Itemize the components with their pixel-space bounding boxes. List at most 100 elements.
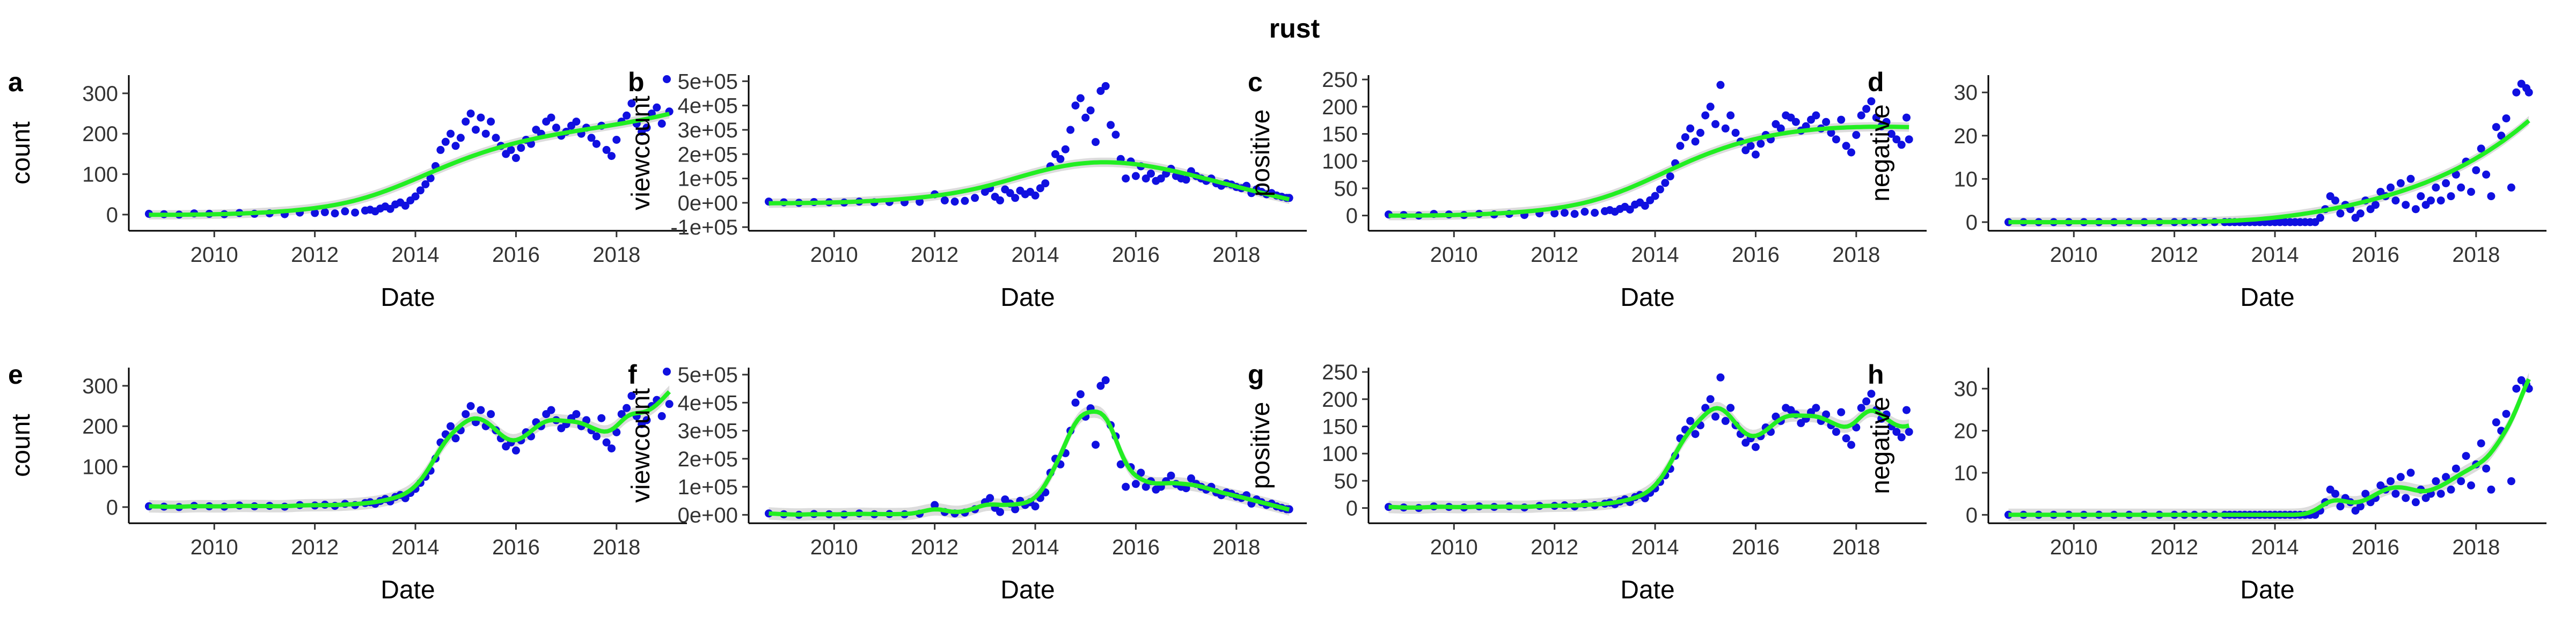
x-tick-label: 2016 xyxy=(1112,243,1160,267)
data-point xyxy=(401,201,409,210)
x-tick-label: 2014 xyxy=(1012,536,1059,559)
data-point xyxy=(2477,439,2485,448)
data-point xyxy=(1101,82,1110,90)
data-point xyxy=(2406,469,2415,477)
smooth-line xyxy=(769,409,1290,517)
data-point xyxy=(931,501,939,509)
data-point xyxy=(416,186,425,195)
x-tick-label: 2012 xyxy=(1531,536,1578,559)
x-tick-label: 2010 xyxy=(1430,536,1478,559)
panel-tag-a: a xyxy=(8,67,24,97)
data-point xyxy=(1872,113,1880,122)
data-point xyxy=(2361,489,2370,498)
data-point xyxy=(2467,188,2475,196)
y-tick-label: 20 xyxy=(1954,420,1978,443)
panel-c: c 0 50 100 150 200 250 2010 2012 2014 2016 2018 Date… xyxy=(1247,67,1927,312)
x-tick-label: 2014 xyxy=(1631,243,1679,267)
x-tick-label: 2018 xyxy=(2452,536,2500,559)
data-point xyxy=(1116,460,1125,469)
data-point xyxy=(2512,88,2521,97)
x-tick-label: 2016 xyxy=(1732,243,1780,267)
data-point xyxy=(2396,179,2405,187)
x-tick-label: 2016 xyxy=(492,536,540,559)
data-point xyxy=(2462,452,2470,460)
y-tick-label: 30 xyxy=(1954,377,1978,401)
x-tick-label: 2016 xyxy=(1732,536,1780,559)
y-tick-label: 100 xyxy=(82,163,118,187)
data-point xyxy=(2457,183,2465,192)
data-point xyxy=(1832,135,1840,144)
data-point xyxy=(1122,174,1130,183)
data-point xyxy=(1182,175,1190,184)
smooth-line xyxy=(2008,119,2530,224)
data-point xyxy=(1096,382,1105,390)
y-tick-label: 10 xyxy=(1954,167,1978,191)
data-point xyxy=(341,207,349,216)
data-point xyxy=(996,508,1004,516)
data-point xyxy=(2396,473,2405,481)
x-tick-label: 2010 xyxy=(2050,243,2098,267)
x-tick-label: 2018 xyxy=(1832,243,1880,267)
x-tick-label: 2018 xyxy=(2452,243,2500,267)
data-point xyxy=(1031,191,1040,200)
data-point xyxy=(1031,502,1040,511)
data-point xyxy=(451,142,460,150)
panel-tag-b: b xyxy=(628,67,645,97)
data-point xyxy=(1011,505,1020,514)
confidence-band xyxy=(2008,372,2529,521)
data-point xyxy=(1560,209,1569,217)
data-point xyxy=(1691,137,1700,146)
x-tick-label: 2012 xyxy=(2150,536,2198,559)
data-point xyxy=(1656,185,1664,194)
data-point xyxy=(1857,404,1865,412)
y-tick-label: 300 xyxy=(82,375,118,398)
data-point xyxy=(511,153,520,162)
y-tick-label: 150 xyxy=(1322,415,1358,439)
x-axis-label: Date xyxy=(1620,576,1674,604)
data-point xyxy=(623,111,631,120)
data-point xyxy=(451,434,460,443)
x-tick-label: 2016 xyxy=(492,243,540,267)
data-point xyxy=(421,180,430,188)
x-tick-label: 2010 xyxy=(810,536,858,559)
data-point xyxy=(456,134,465,142)
data-point xyxy=(511,446,520,455)
smooth-line xyxy=(1388,125,1909,218)
data-point xyxy=(2406,174,2415,183)
data-point xyxy=(1852,423,1861,431)
x-tick-label: 2010 xyxy=(810,243,858,267)
data-point xyxy=(1701,404,1710,412)
data-point xyxy=(1187,474,1195,482)
data-point xyxy=(572,410,581,419)
panel-a: a 0 100 200 300 2010 2012 2014 2016 2018 Date count xyxy=(7,67,687,312)
panel-e: e 0 100 200 300 2010 2012 2014 2016 2018 Date count xyxy=(7,360,687,604)
data-point xyxy=(2387,183,2395,192)
data-point xyxy=(2512,384,2521,393)
data-point xyxy=(1071,398,1080,407)
y-tick-label: 0 xyxy=(106,496,118,519)
data-point xyxy=(462,118,470,126)
data-point xyxy=(311,209,319,217)
data-point xyxy=(1842,142,1850,150)
y-tick-label: 20 xyxy=(1954,125,1978,148)
data-point xyxy=(602,145,611,154)
data-point xyxy=(608,444,616,453)
data-point xyxy=(2432,477,2440,486)
data-point xyxy=(1167,471,1175,480)
data-point xyxy=(950,197,959,206)
data-point xyxy=(2442,473,2450,481)
data-point xyxy=(1721,416,1730,425)
data-point xyxy=(1686,124,1695,133)
x-tick-label: 2016 xyxy=(1112,536,1160,559)
data-point xyxy=(1721,124,1730,133)
y-tick-label: 300 xyxy=(82,82,118,106)
data-point xyxy=(1905,135,1913,144)
x-tick-label: 2014 xyxy=(392,536,440,559)
x-tick-label: 2018 xyxy=(1832,536,1880,559)
data-point xyxy=(2487,485,2496,494)
data-point xyxy=(477,113,485,122)
data-point xyxy=(2331,196,2339,205)
x-tick-label: 2010 xyxy=(1430,243,1478,267)
